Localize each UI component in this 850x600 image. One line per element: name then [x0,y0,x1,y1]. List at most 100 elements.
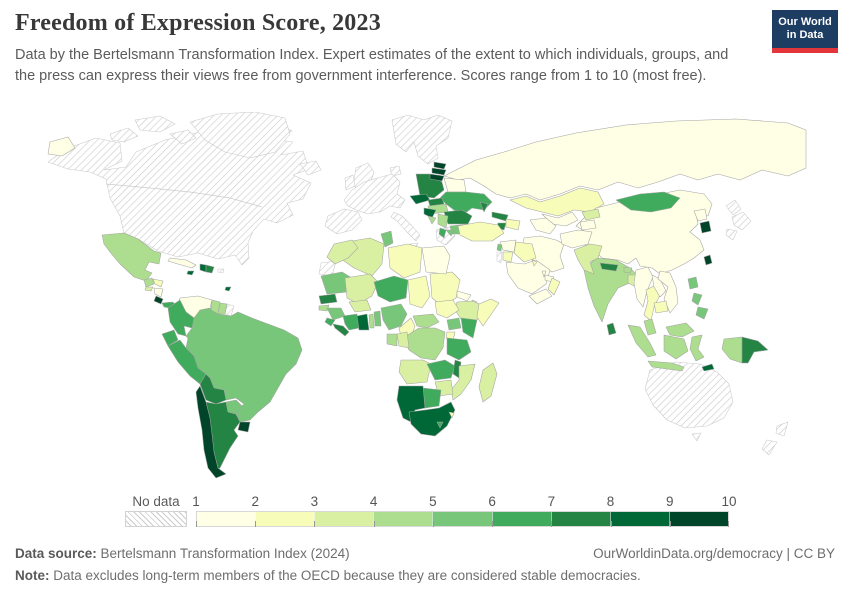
region-lebanon[interactable] [496,243,503,252]
legend-segment-6-7[interactable] [491,512,551,526]
region-china[interactable] [575,189,713,275]
region-paraguay[interactable] [225,399,243,415]
region-tajikistan[interactable] [579,219,597,231]
region-greenland[interactable] [189,112,291,159]
legend-segment-5-6[interactable] [432,512,492,526]
legend-segment-1-2[interactable] [197,512,256,526]
legend-segment-3-4[interactable] [314,512,374,526]
region-cote-divoire[interactable] [342,313,360,331]
region-mongolia[interactable] [615,191,681,213]
region-serbia[interactable] [437,213,449,229]
region-zambia[interactable] [426,359,456,381]
region-taiwan[interactable] [703,254,713,266]
region-guatemala[interactable] [143,277,155,288]
region-iceland[interactable] [299,160,322,176]
region-haiti[interactable] [199,263,207,273]
region-colombia[interactable] [167,299,195,337]
region-tunisia[interactable] [380,230,394,248]
region-czechia[interactable] [409,193,431,205]
region-ukraine[interactable] [439,191,493,215]
region-jordan[interactable] [502,251,514,263]
region-madagascar[interactable] [478,362,498,403]
region-russia[interactable] [47,118,807,201]
region-senegal[interactable] [318,293,338,305]
legend-no-data-swatch[interactable] [125,511,187,527]
region-somalia[interactable] [476,298,500,327]
region-myanmar[interactable] [633,266,654,308]
region-jamaica[interactable] [186,270,195,276]
region-timor-leste[interactable] [701,363,715,372]
region-belarus[interactable] [443,177,467,193]
region-denmark[interactable] [389,165,402,177]
region-australia[interactable] [644,361,734,442]
region-spain-portugal[interactable] [324,208,363,235]
region-sri-lanka[interactable] [606,322,617,336]
region-bosnia[interactable] [427,215,437,225]
region-syria[interactable] [499,239,517,253]
region-eswatini[interactable] [448,411,455,419]
region-ecuador[interactable] [161,329,179,347]
region-turkey[interactable] [457,221,505,242]
region-chile[interactable] [195,385,227,479]
region-cuba[interactable] [167,257,197,269]
legend-segment-9-10[interactable] [668,512,728,526]
region-mexico[interactable] [101,232,162,282]
region-benin[interactable] [373,310,382,327]
legend-segment-7-8[interactable] [550,512,610,526]
region-ireland[interactable] [344,174,356,191]
region-albania[interactable] [438,227,447,239]
region-japan[interactable] [725,199,752,241]
region-pakistan[interactable] [573,243,603,275]
region-morocco[interactable] [326,239,359,265]
region-north-macedonia[interactable] [445,229,455,237]
region-north-korea[interactable] [693,208,708,222]
region-bhutan[interactable] [623,266,633,274]
region-israel[interactable] [496,251,503,264]
region-libya[interactable] [387,243,423,279]
region-car[interactable] [412,313,440,329]
region-guinea[interactable] [326,307,346,321]
region-guinea-bissau[interactable] [318,304,330,312]
region-sudan[interactable] [429,271,461,307]
region-western-europe[interactable] [343,173,406,215]
legend-segment-4-5[interactable] [373,512,433,526]
region-mozambique[interactable] [450,363,476,401]
region-dr-congo[interactable] [402,327,446,361]
region-malaysia[interactable] [643,318,695,338]
region-nicaragua[interactable] [153,287,164,298]
region-niger[interactable] [373,275,409,303]
region-philippines[interactable] [687,276,709,320]
region-south-korea[interactable] [699,220,712,234]
region-lithuania[interactable] [429,173,445,182]
region-saudi-arabia[interactable] [505,259,551,295]
region-sierra-leone[interactable] [324,317,336,327]
region-south-sudan[interactable] [434,299,460,319]
region-burkina-faso[interactable] [348,299,372,313]
region-azerbaijan[interactable] [505,218,521,231]
region-nepal[interactable] [599,262,619,272]
legend-segment-2-3[interactable] [255,512,315,526]
legend-color-bar[interactable] [196,511,729,527]
region-liberia[interactable] [332,323,350,337]
region-trinidad[interactable] [224,286,232,292]
region-el-salvador[interactable] [144,286,154,292]
region-kyrgyzstan[interactable] [581,208,601,221]
owid-logo[interactable]: Our World in Data [772,10,838,53]
region-estonia[interactable] [433,161,447,170]
region-new-zealand[interactable] [761,421,789,456]
region-iraq[interactable] [513,241,537,263]
region-canadian-arctic-islands[interactable] [109,115,197,145]
region-vietnam[interactable] [657,270,679,314]
region-tanzania[interactable] [446,337,472,361]
region-botswana[interactable] [422,387,442,409]
legend-segment-8-9[interactable] [609,512,669,526]
region-qatar[interactable] [541,270,547,278]
region-egypt[interactable] [421,245,451,275]
region-bolivia[interactable] [199,373,227,405]
region-eritrea[interactable] [456,290,472,302]
region-romania[interactable] [443,209,473,225]
region-oman[interactable] [547,277,561,296]
region-georgia[interactable] [491,211,509,222]
region-south-africa[interactable] [408,401,456,437]
region-costa-rica[interactable] [153,295,164,305]
